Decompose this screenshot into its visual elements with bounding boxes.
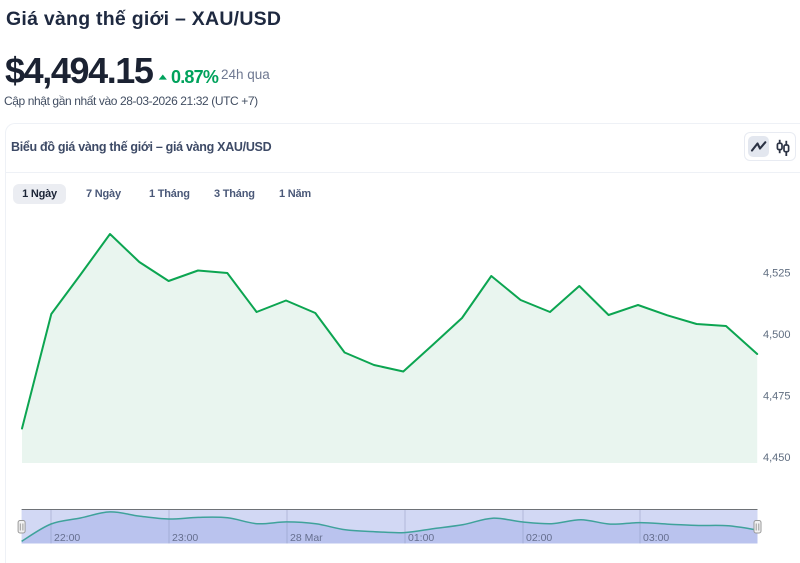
svg-text:03:00: 03:00 (643, 532, 669, 544)
svg-text:22:00: 22:00 (54, 532, 80, 544)
svg-text:4,500: 4,500 (763, 329, 791, 341)
svg-text:01:00: 01:00 (408, 532, 434, 544)
svg-text:02:00: 02:00 (526, 532, 552, 544)
svg-text:28 Mar: 28 Mar (290, 532, 323, 544)
svg-text:4,475: 4,475 (763, 391, 791, 403)
svg-text:23:00: 23:00 (172, 532, 198, 544)
svg-text:4,525: 4,525 (763, 268, 791, 280)
svg-text:4,450: 4,450 (763, 452, 791, 464)
